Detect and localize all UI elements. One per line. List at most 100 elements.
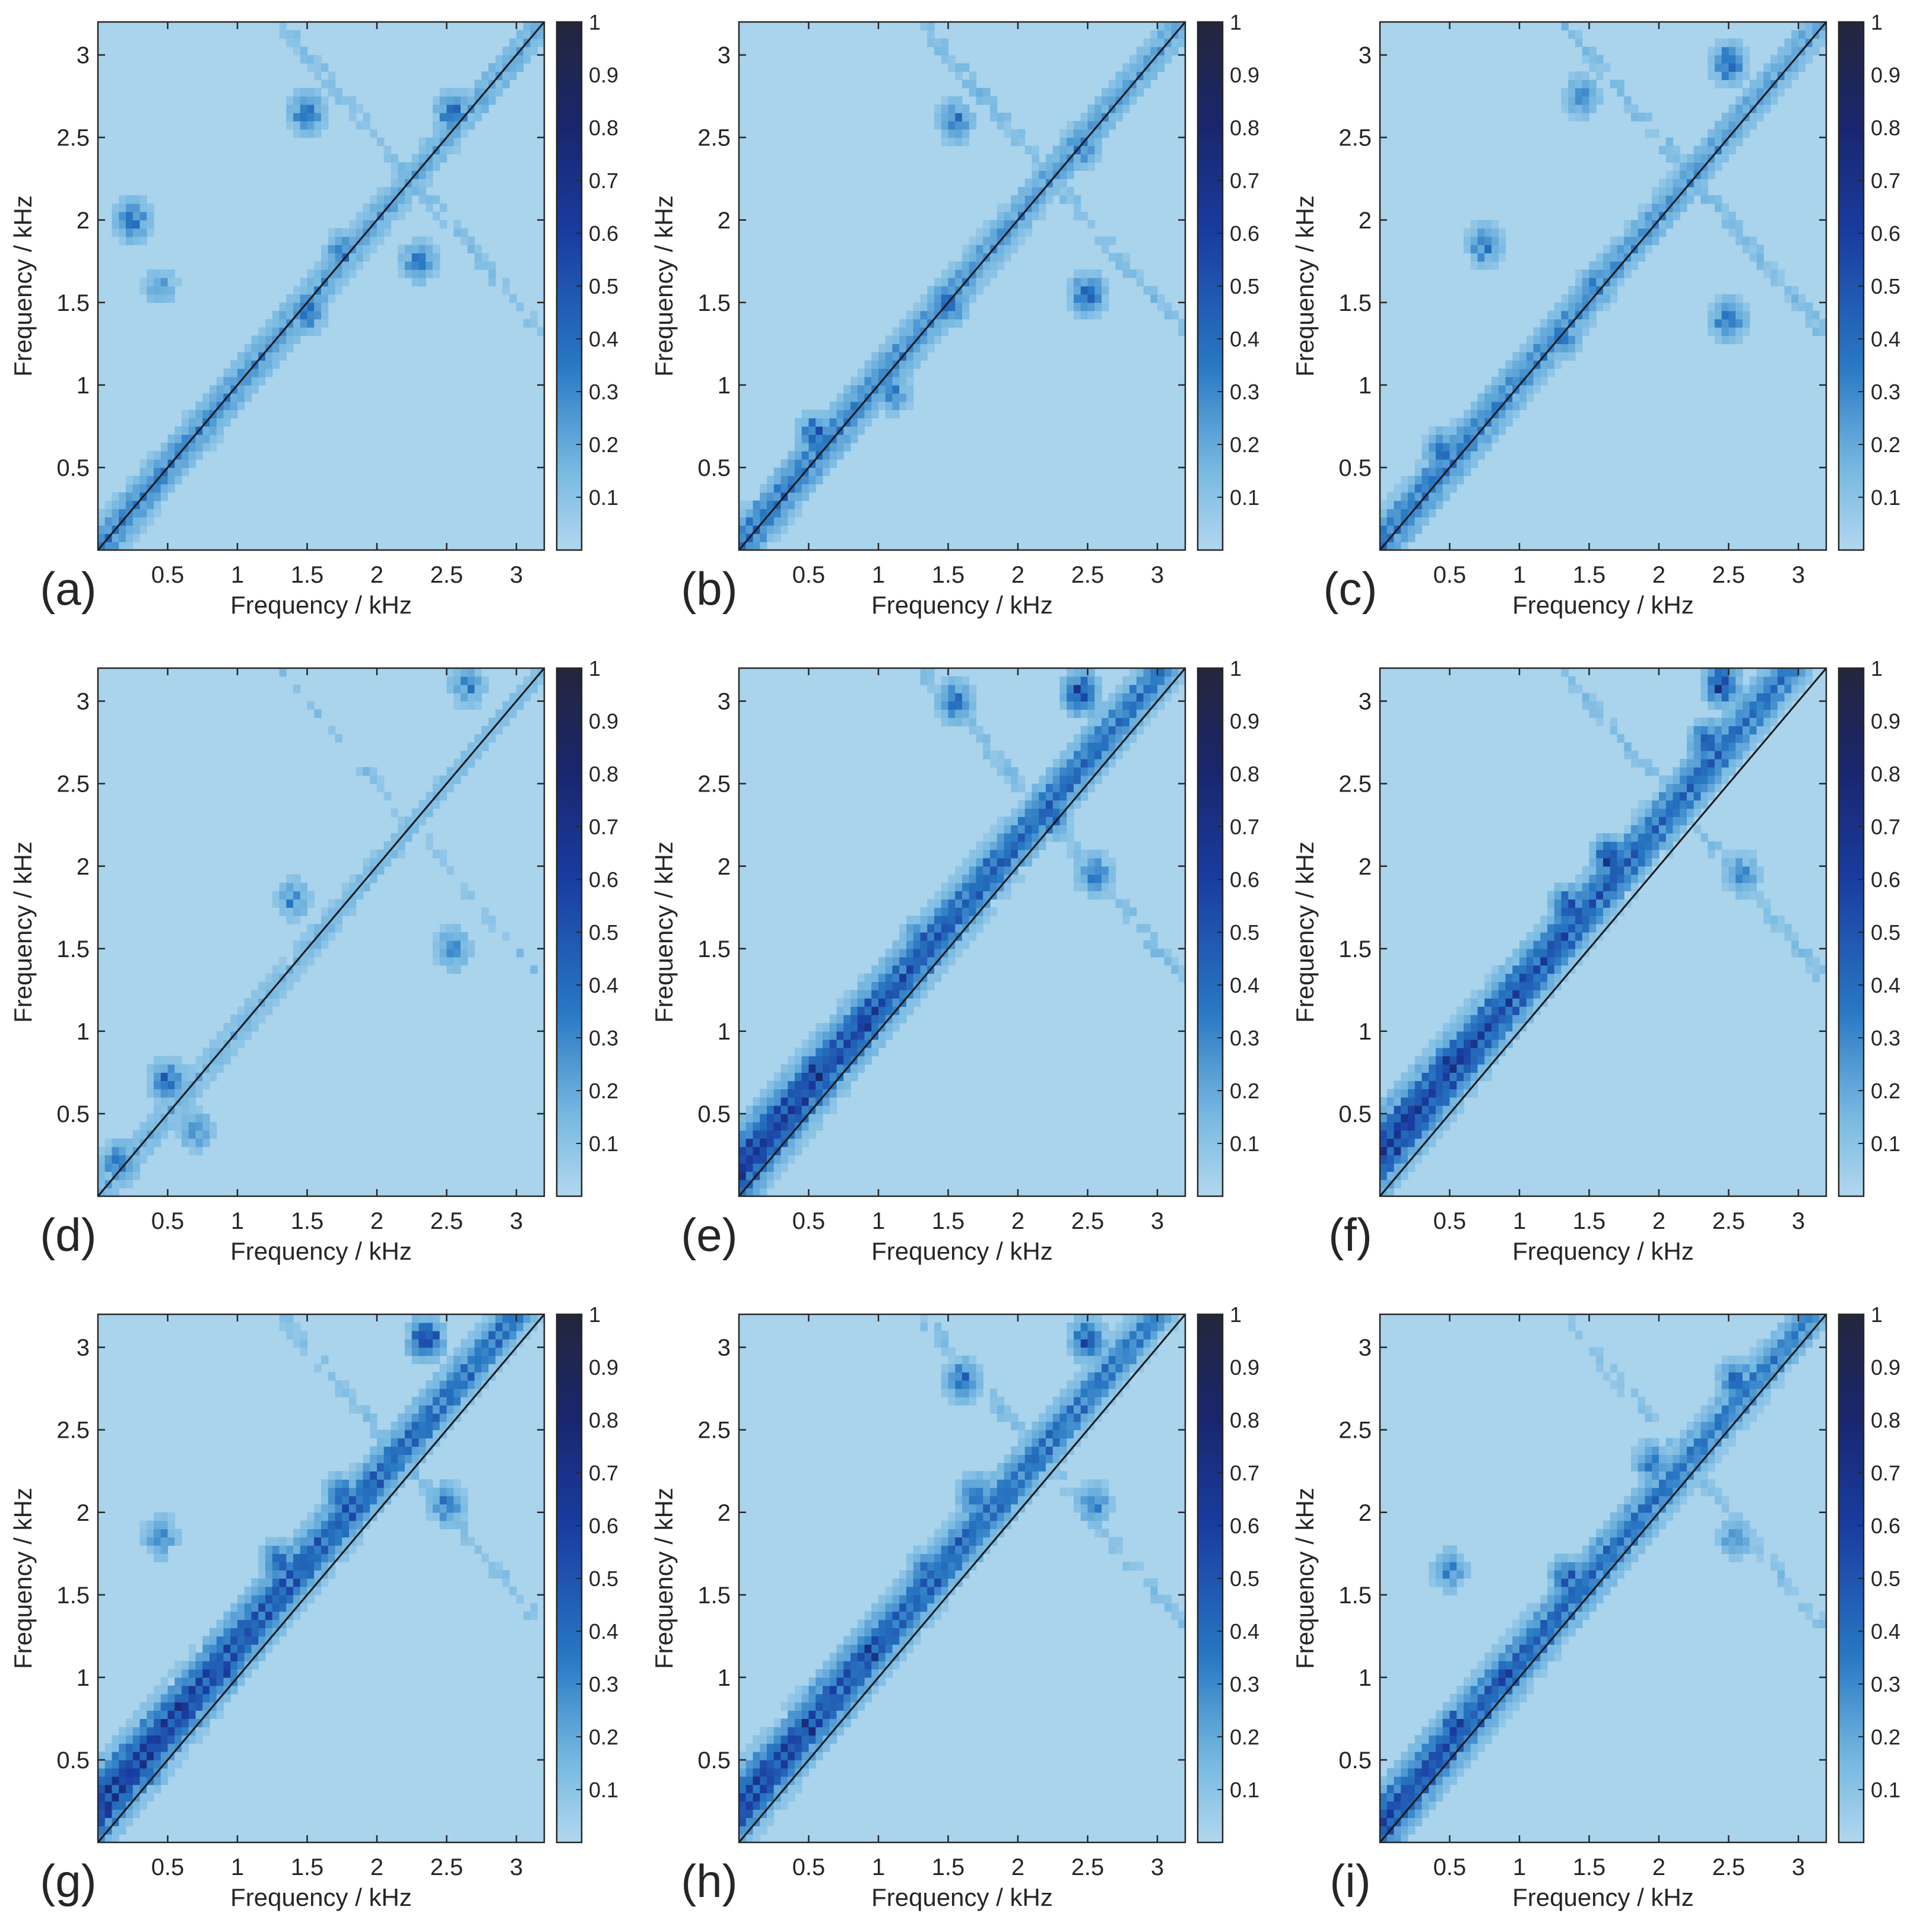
heatmap-cell — [836, 1039, 844, 1048]
heatmap-cell — [1728, 46, 1736, 56]
heatmap-cell — [1492, 385, 1499, 394]
heatmap-cell — [453, 88, 461, 97]
colorbar-tick-label: 0.7 — [589, 815, 618, 839]
heatmap-cell — [210, 1653, 217, 1661]
heatmap-cell — [300, 327, 308, 336]
heatmap-cell — [1011, 211, 1018, 221]
heatmap-cell — [537, 30, 545, 39]
heatmap-cell — [1687, 775, 1694, 784]
heatmap-cell — [927, 22, 935, 31]
heatmap-cell — [307, 957, 315, 966]
heatmap-cell — [780, 459, 788, 468]
heatmap-cell — [1380, 1180, 1388, 1189]
heatmap-cell — [1018, 228, 1026, 237]
heatmap-cell — [391, 154, 398, 163]
heatmap-cell — [461, 1537, 468, 1546]
heatmap-cell — [1102, 129, 1109, 138]
heatmap-cell — [1596, 891, 1604, 900]
heatmap-cell — [474, 701, 482, 710]
heatmap-cell — [1470, 1072, 1478, 1081]
heatmap-cell — [439, 940, 448, 949]
heatmap-cell — [160, 1710, 169, 1720]
heatmap-cell — [265, 973, 273, 983]
heatmap-cell — [1756, 112, 1764, 122]
heatmap-cell — [1004, 866, 1011, 875]
heatmap-cell — [1770, 261, 1778, 270]
heatmap-cell — [349, 220, 357, 229]
heatmap-cell — [997, 120, 1005, 130]
heatmap-cell — [1589, 80, 1597, 88]
heatmap-cell — [1421, 1047, 1429, 1057]
heatmap-cell — [321, 96, 329, 105]
heatmap-cell — [188, 1718, 196, 1727]
heatmap-cell — [1178, 965, 1186, 974]
heatmap-cell — [851, 1047, 858, 1057]
heatmap-cell — [1665, 841, 1674, 850]
heatmap-cell — [461, 882, 468, 892]
heatmap-cell — [1157, 701, 1165, 710]
heatmap-cell — [1721, 71, 1730, 80]
heatmap-cell — [1659, 187, 1667, 196]
heatmap-cell — [1067, 825, 1074, 834]
heatmap-cell — [1087, 742, 1095, 751]
heatmap-cell — [1129, 71, 1137, 80]
heatmap-cell — [342, 261, 350, 270]
heatmap-cell — [1617, 849, 1624, 859]
heatmap-cell — [1547, 907, 1555, 916]
heatmap-cell — [174, 1727, 182, 1736]
heatmap-cell — [948, 676, 956, 685]
heatmap-cell — [321, 1545, 329, 1554]
heatmap-cell — [990, 866, 998, 875]
heatmap-cell — [1178, 38, 1186, 47]
heatmap-cell — [265, 319, 273, 328]
heatmap-cell — [509, 71, 517, 80]
heatmap-cell — [446, 104, 454, 113]
heatmap-cell — [1094, 104, 1102, 113]
heatmap-cell — [1561, 104, 1569, 113]
y-tick-label: 3 — [77, 43, 90, 69]
heatmap-cell — [1708, 751, 1715, 760]
heatmap-cell — [210, 1644, 217, 1653]
heatmap-cell — [864, 1015, 872, 1024]
heatmap-cell — [1436, 1097, 1443, 1106]
heatmap-cell — [154, 1529, 161, 1538]
heatmap-cell — [1735, 228, 1743, 237]
heatmap-cell — [1589, 278, 1597, 287]
heatmap-cell — [1756, 734, 1764, 743]
heatmap-cell — [279, 1322, 287, 1332]
heatmap-cell — [1024, 187, 1033, 196]
heatmap-cell — [1429, 475, 1436, 485]
heatmap-cell — [272, 1619, 280, 1629]
heatmap-cell — [1477, 1064, 1485, 1073]
heatmap-cell — [530, 965, 538, 974]
heatmap-cell — [112, 517, 119, 526]
heatmap-cell — [1380, 1097, 1388, 1106]
heatmap-cell — [1052, 783, 1061, 793]
heatmap-cell — [1039, 783, 1046, 793]
heatmap-cell — [1665, 179, 1674, 188]
heatmap-cell — [516, 55, 524, 64]
heatmap-cell — [530, 46, 538, 56]
heatmap-cell — [906, 335, 914, 344]
heatmap-cell — [1763, 701, 1771, 710]
x-axis-label: Frequency / kHz — [1512, 591, 1694, 619]
heatmap-cell — [1617, 857, 1624, 867]
heatmap-cell — [433, 849, 440, 859]
colorbar-tick-label: 0.6 — [1871, 868, 1900, 892]
heatmap-cell — [1708, 676, 1715, 685]
heatmap-cell — [1108, 709, 1116, 719]
heatmap-cell — [1498, 244, 1506, 253]
heatmap-cell — [433, 948, 440, 958]
heatmap-cell — [446, 1388, 454, 1397]
colorbar-tick-label: 0.9 — [589, 63, 618, 87]
heatmap-cell — [1721, 767, 1730, 776]
heatmap-cell — [773, 1113, 782, 1123]
heatmap-cell — [1386, 1138, 1395, 1148]
heatmap-cell — [1680, 775, 1687, 784]
heatmap-cell — [174, 1529, 182, 1538]
heatmap-cell — [1080, 758, 1089, 768]
heatmap-cell — [286, 1537, 294, 1546]
heatmap-cell — [174, 475, 182, 485]
heatmap-cell — [370, 1446, 377, 1456]
heatmap-cell — [370, 195, 377, 204]
